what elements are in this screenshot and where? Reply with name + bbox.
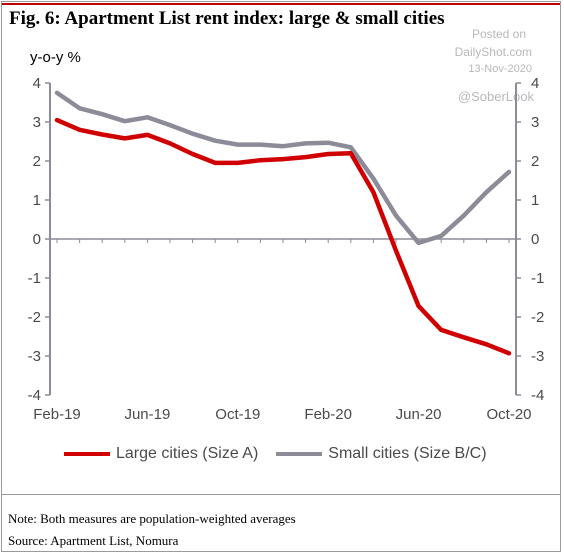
x-tick-label: Oct-20	[486, 406, 531, 423]
y-tick-label-left: -4	[28, 387, 41, 404]
y-tick-label-left: -3	[28, 348, 41, 365]
y-tick-label-left: 4	[33, 75, 41, 92]
y-tick-label-right: 4	[531, 75, 539, 92]
footer-source: Source: Apartment List, Nomura	[8, 533, 179, 548]
footer-note: Note: Both measures are population-weigh…	[8, 511, 296, 526]
x-tick-label: Feb-19	[33, 406, 81, 423]
y-tick-label-right: -4	[531, 387, 544, 404]
legend-swatch-small	[276, 452, 323, 456]
y-tick-label-right: 3	[531, 114, 539, 131]
watermark-site: DailyShot.com	[454, 45, 532, 59]
y-axis-unit-label: y-o-y %	[30, 49, 81, 66]
x-tick-label: Jun-19	[124, 406, 170, 423]
series-line-small-cities	[54, 90, 512, 246]
y-tick-label-left: 1	[33, 192, 41, 209]
chart-series	[54, 90, 512, 356]
x-tick-label: Oct-19	[215, 406, 260, 423]
y-tick-label-right: -3	[531, 348, 544, 365]
watermark-handle: @SoberLook	[457, 89, 534, 104]
y-tick-label-left: -1	[28, 270, 41, 287]
y-tick-label-right: -1	[531, 270, 544, 287]
y-tick-label-right: 1	[531, 192, 539, 209]
legend-label-large: Large cities (Size A)	[116, 445, 259, 462]
y-tick-label-left: 3	[33, 114, 41, 131]
y-tick-label-right: 0	[531, 231, 539, 248]
x-tick-label: Jun-20	[396, 406, 442, 423]
series-line-large-cities	[54, 117, 512, 356]
y-tick-label-left: -2	[28, 309, 41, 326]
figure-title: Fig. 6: Apartment List rent index: large…	[9, 8, 445, 29]
y-tick-label-right: -2	[531, 309, 544, 326]
title-rule	[2, 3, 560, 5]
chart-legend: Large cities (Size A) Small cities (Size…	[64, 443, 505, 465]
y-tick-label-left: 0	[33, 231, 41, 248]
watermark-posted-on: Posted on	[471, 27, 526, 41]
watermark-date: 13-Nov-2020	[468, 63, 532, 75]
legend-item-large: Large cities (Size A)	[64, 445, 258, 463]
y-tick-label-left: 2	[33, 153, 41, 170]
x-tick-label: Feb-20	[304, 406, 352, 423]
legend-swatch-large	[64, 452, 110, 456]
legend-label-small: Small cities (Size B/C)	[328, 445, 487, 462]
y-tick-label-right: 2	[531, 153, 539, 170]
footer-divider	[2, 494, 560, 495]
chart-axes: 4 4 3 3 2 2 1 1 0 0 -1 -1 -2 -2 -3 -3 -4 -4 Feb-19 Jun-19 Oc…	[28, 75, 545, 423]
legend-item-small: Small cities (Size B/C)	[276, 445, 487, 463]
